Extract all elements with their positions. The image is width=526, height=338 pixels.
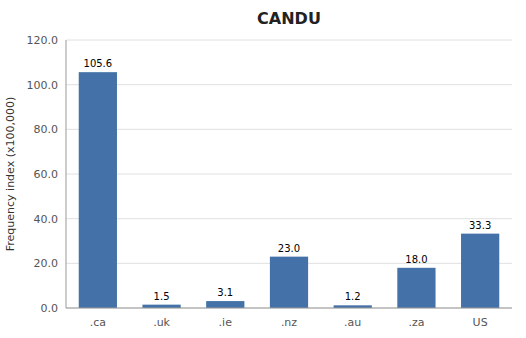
y-tick-label: 100.0 — [27, 79, 59, 92]
x-tick-label: .za — [408, 316, 424, 329]
bar — [79, 72, 117, 308]
chart: CANDU 0.0 20.0 40.0 60.0 80.0 100.0 120.0 Freque… — [0, 0, 526, 338]
y-axis-label: Frequency index (x100,000) — [4, 97, 17, 252]
bar — [397, 268, 435, 308]
data-label: 3.1 — [217, 287, 233, 298]
grid-line — [66, 129, 512, 130]
x-tick-label: .uk — [153, 316, 170, 329]
y-axis — [66, 40, 67, 308]
data-label: 23.0 — [278, 243, 300, 254]
y-tick-label: 120.0 — [27, 34, 59, 47]
y-tick-label: 40.0 — [34, 213, 59, 226]
data-label: 18.0 — [405, 254, 427, 265]
bars — [79, 72, 500, 308]
data-label: 1.2 — [345, 291, 361, 302]
grid — [66, 40, 512, 308]
grid-line — [66, 174, 512, 175]
x-tick-label: .au — [344, 316, 361, 329]
data-label: 1.5 — [154, 291, 170, 302]
bar — [206, 301, 244, 308]
bar — [142, 305, 180, 308]
y-tick-label: 20.0 — [34, 257, 59, 270]
bar — [270, 257, 308, 308]
y-tick-label: 80.0 — [34, 123, 59, 136]
grid-line — [66, 40, 512, 41]
x-tick-label: .ie — [219, 316, 233, 329]
grid-line — [66, 84, 512, 85]
grid-line — [66, 308, 512, 309]
x-tick-label: .ca — [90, 316, 106, 329]
data-label: 105.6 — [84, 58, 113, 69]
grid-line — [66, 218, 512, 219]
y-tick-label: 0.0 — [41, 302, 59, 315]
data-label: 33.3 — [469, 220, 491, 231]
bar — [461, 234, 499, 308]
x-axis — [66, 308, 512, 309]
x-tick-label: US — [473, 316, 488, 329]
title: CANDU — [257, 9, 321, 28]
x-tick-label: .nz — [281, 316, 297, 329]
y-tick-label: 60.0 — [34, 168, 59, 181]
